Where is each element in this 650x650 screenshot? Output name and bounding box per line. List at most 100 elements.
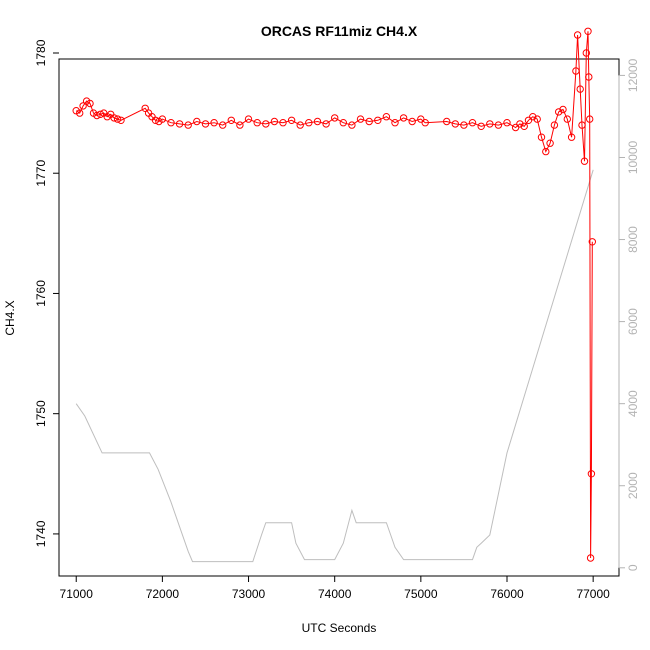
ch4-data-point	[486, 120, 494, 128]
ch4-data-point	[391, 119, 399, 127]
ch4-data-point	[559, 105, 567, 114]
ch4-data-point	[262, 120, 270, 128]
ch4-data-point	[279, 119, 287, 127]
ch4-data-point	[451, 120, 459, 128]
ch4-data-point	[555, 108, 563, 116]
ch4-data-point	[365, 117, 373, 126]
y-axis-left: 1740 1750 1760 1770 1780	[34, 39, 59, 547]
ch4-data-point	[586, 115, 594, 123]
ch4-data-point	[587, 470, 596, 478]
altitude-line	[75, 169, 594, 563]
altitude-series-layer	[75, 169, 594, 563]
ch4-data-point	[524, 116, 533, 125]
x-tick-label: 71000	[60, 587, 94, 601]
x-tick-label: 73000	[232, 587, 266, 601]
ch4-data-point	[578, 121, 586, 129]
ch4-data-point	[542, 147, 550, 156]
ch4-data-point	[563, 115, 571, 123]
ch4-data-point	[374, 116, 382, 125]
y-tick-label: 1740	[34, 520, 48, 547]
ch4-data-point	[287, 116, 296, 125]
y-tick-label: 1750	[34, 400, 48, 427]
y-axis-label: CH4.X	[3, 300, 17, 335]
y-axis-right: 0 2000 4000 6000 8000 10000 12000	[618, 58, 640, 571]
ch4-data-point	[417, 115, 425, 123]
x-tick-label: 75000	[404, 587, 438, 601]
y2-tick-label: 6000	[626, 308, 640, 335]
ch4-data-point	[210, 119, 218, 127]
ch4-data-point	[348, 121, 356, 129]
ch4-data-point	[516, 120, 524, 128]
ch4-data-point	[93, 111, 101, 120]
ch4-data-point	[529, 113, 537, 121]
ch4-data-point	[227, 116, 236, 125]
ch4-data-point	[219, 121, 227, 129]
ch4-data-point	[585, 73, 593, 81]
ch4-data-point	[537, 133, 546, 141]
ch4-data-point	[201, 120, 210, 128]
ch4-data-point	[520, 122, 528, 131]
y2-tick-label: 4000	[626, 390, 640, 417]
ch4-line	[75, 31, 593, 559]
x-axis-label: UTC Seconds	[302, 621, 377, 635]
ch4-data-point	[580, 157, 589, 165]
x-tick-label: 77000	[576, 587, 610, 601]
ch4-data-point	[503, 119, 511, 127]
ch4-data-point	[270, 117, 279, 126]
y2-tick-label: 0	[626, 564, 640, 571]
ch4-data-point	[175, 120, 184, 128]
ch4-data-point	[586, 554, 595, 562]
ch4-data-point	[533, 115, 541, 123]
ch4-data-point	[382, 113, 391, 121]
ch4-data-point	[331, 114, 339, 122]
ch4-data-point	[494, 121, 503, 129]
ch4-data-point	[511, 123, 520, 132]
ch4-data-point	[79, 102, 87, 110]
ch4-data-point	[236, 121, 244, 129]
x-axis: 71000 72000 73000 74000 75000 76000 77000	[60, 575, 610, 601]
ch4-data-point	[110, 114, 118, 122]
y-tick-label: 1760	[34, 280, 48, 307]
y-tick-label: 1780	[34, 39, 48, 66]
ch4-data-point	[158, 115, 167, 123]
ch4-data-point	[141, 104, 149, 113]
ch4-data-point	[296, 121, 304, 129]
ch4-data-point	[399, 114, 408, 122]
ch4-data-point	[477, 122, 485, 131]
ch4-data-point	[408, 117, 416, 126]
x-tick-label: 72000	[146, 587, 180, 601]
y2-tick-label: 10000	[626, 140, 640, 174]
ch4-data-point	[244, 115, 253, 123]
x-tick-label: 74000	[318, 587, 352, 601]
ch4-data-point	[584, 27, 592, 35]
x-tick-label: 76000	[490, 587, 524, 601]
ch4-data-point	[76, 109, 84, 117]
ch4-data-point	[151, 116, 160, 125]
ch4-data-point	[184, 121, 192, 129]
ch4-data-point	[576, 85, 584, 93]
ch4-data-point	[443, 117, 451, 126]
ch4-data-point	[253, 119, 261, 127]
ch4-data-point	[117, 116, 125, 125]
ch4-data-point	[339, 119, 347, 127]
ch4-data-point	[86, 99, 94, 108]
ch4-data-point	[572, 67, 580, 75]
y2-tick-label: 2000	[626, 472, 640, 499]
ch4-data-point	[546, 139, 554, 147]
ch4-data-point	[460, 121, 468, 129]
y-tick-label: 1770	[34, 160, 48, 187]
ch4-data-point	[550, 121, 559, 129]
ch4-data-point	[313, 117, 322, 126]
ch4-data-point	[193, 117, 201, 126]
y2-tick-label: 12000	[626, 58, 640, 92]
ch4-data-point	[167, 119, 175, 127]
ch4-data-point	[322, 120, 330, 128]
ch4-data-point	[468, 119, 477, 127]
ch4-data-point	[573, 31, 582, 39]
ch4-series-layer	[72, 27, 596, 562]
ch4-data-point	[582, 49, 590, 57]
chart-title: ORCAS RF11miz CH4.X	[261, 23, 418, 39]
y2-tick-label: 8000	[626, 226, 640, 253]
